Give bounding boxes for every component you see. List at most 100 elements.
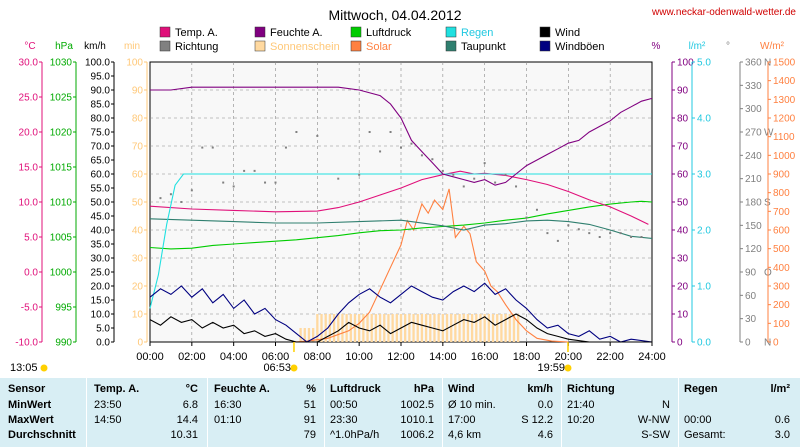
axis-tick-label: 200 <box>773 300 790 311</box>
website-link[interactable]: www.neckar-odenwald-wetter.de <box>651 7 796 18</box>
axis-tick-label: 995 <box>55 303 72 314</box>
direction-point <box>525 216 528 219</box>
sunshine-bar <box>387 314 390 342</box>
axis-tick-label: 210 <box>745 174 762 185</box>
direction-point <box>337 177 340 180</box>
axis-tick-label: 10.0 <box>19 198 39 209</box>
direction-point <box>232 185 235 188</box>
axis-tick-label: 60 <box>132 170 144 181</box>
sunshine-bar <box>470 314 474 342</box>
compass-label: W <box>764 128 774 139</box>
axis-tick-label: 100.0 <box>85 58 110 69</box>
axis-tick-label: 5.0 <box>697 58 711 69</box>
axis-headers: °C hPa km/h min% l/m² ° W/m² <box>24 41 784 52</box>
x-tick-label: 16:00 <box>471 351 499 363</box>
legend-swatch <box>159 40 171 52</box>
axis-tick-label: 25.0 <box>91 268 111 279</box>
axis-tick-label: 40 <box>132 226 144 237</box>
sunshine-bar <box>508 314 511 342</box>
axis-tick-label: 3.0 <box>697 170 711 181</box>
direction-point <box>630 236 633 238</box>
axis-tick-label: 30 <box>132 254 144 265</box>
axis-tick-label: 1500 <box>773 58 796 69</box>
axis-tick-label: 1015 <box>50 163 73 174</box>
sunshine-bar <box>324 314 327 342</box>
axis-tick-label: 330 <box>745 81 762 92</box>
legend-label: Feuchte A. <box>270 27 323 39</box>
axis-unit-label: ° <box>726 41 730 52</box>
summary-cell: l/m² <box>770 383 790 395</box>
axis-tick-label: 100 <box>773 319 790 330</box>
direction-point <box>483 162 486 165</box>
sunshine-bar <box>395 314 398 342</box>
sunshine-bar <box>332 314 336 342</box>
axis-unit-label: °C <box>24 41 35 52</box>
axis-tick-label: 90 <box>677 86 689 97</box>
summary-cell: 1006.2 <box>400 429 434 441</box>
legend-label: Regen <box>461 27 493 39</box>
x-tick-label: 08:00 <box>304 351 332 363</box>
legend-swatch <box>350 26 362 38</box>
x-tick-label: 22:00 <box>596 351 624 363</box>
axis-tick-label: 900 <box>773 170 790 181</box>
sunshine-bar <box>487 314 491 342</box>
chart-title: Mittwoch, 04.04.2012 <box>328 7 461 23</box>
axis-tick-label: 60.0 <box>91 170 111 181</box>
axis-tick-label: 0 <box>137 338 143 349</box>
direction-point <box>598 236 601 238</box>
legend-swatch <box>254 40 266 52</box>
sunshine-bar <box>316 314 319 342</box>
axis-tick-label: 1100 <box>773 132 795 143</box>
x-tick-label: 02:00 <box>178 351 206 363</box>
axis-tick-label: 500 <box>773 244 790 255</box>
sunshine-bar <box>404 314 407 342</box>
direction-point <box>473 177 476 180</box>
series-line-taupunkt <box>149 218 653 239</box>
direction-point <box>389 131 392 133</box>
direction-point <box>368 131 371 133</box>
summary-divider <box>207 378 208 447</box>
direction-point <box>431 158 434 161</box>
sunshine-bar <box>320 314 323 342</box>
sunshine-bar <box>437 314 440 342</box>
legend-label: Richtung <box>175 41 218 53</box>
series-line-wind <box>149 313 652 343</box>
axis-tick-label: 1010 <box>50 198 73 209</box>
x-tick-label: 24:00 <box>638 351 666 363</box>
direction-point <box>535 208 538 211</box>
sunshine-bar <box>483 314 486 342</box>
summary-cell: 6.8 <box>182 399 198 411</box>
summary-cell: 23:50 <box>94 399 122 411</box>
sunshine-bar <box>412 314 415 342</box>
axis-tick-label: 0 <box>677 338 683 349</box>
axis-tick-label: 75.0 <box>91 128 111 139</box>
direction-point <box>452 173 455 176</box>
summary-cell: MaxWert <box>8 414 54 426</box>
sun-icon <box>40 364 48 372</box>
direction-point <box>609 232 612 235</box>
x-tick-label: 18:00 <box>513 351 541 363</box>
series-line-temp-a- <box>149 170 649 225</box>
sunshine-bar <box>462 314 465 342</box>
axis-tick-label: 300 <box>773 282 790 293</box>
direction-point <box>410 142 413 145</box>
sunshine-bar <box>349 314 352 342</box>
sunshine-bar <box>299 328 302 342</box>
summary-cell: 10:20 <box>567 414 595 426</box>
summary-row: Durchschnitt 10.31 79 ^1.0hPa/h 1006.2 4,6 km… <box>0 429 800 443</box>
axis-tick-label: 65.0 <box>91 156 111 167</box>
axis-tick-label: 10 <box>132 310 144 321</box>
x-tick-label: 20:00 <box>555 351 583 363</box>
direction-point <box>588 232 591 235</box>
axis-tick-label: 1.0 <box>697 282 711 293</box>
direction-point <box>295 131 298 133</box>
left-axes: -10.0 -5.0 0.0 5.0 10.0 15.0 20.0 25.0 30.0 990 99… <box>15 58 148 349</box>
summary-cell: 4,6 km <box>448 429 482 441</box>
summary-cell: Temp. A. <box>94 383 140 395</box>
direction-point <box>504 173 507 176</box>
axis-tick-label: 0.0 <box>24 268 38 279</box>
sun-icon <box>290 364 298 372</box>
axis-tick-label: 25.0 <box>19 93 39 104</box>
axis-tick-label: 50.0 <box>91 198 111 209</box>
direction-point <box>243 169 246 172</box>
